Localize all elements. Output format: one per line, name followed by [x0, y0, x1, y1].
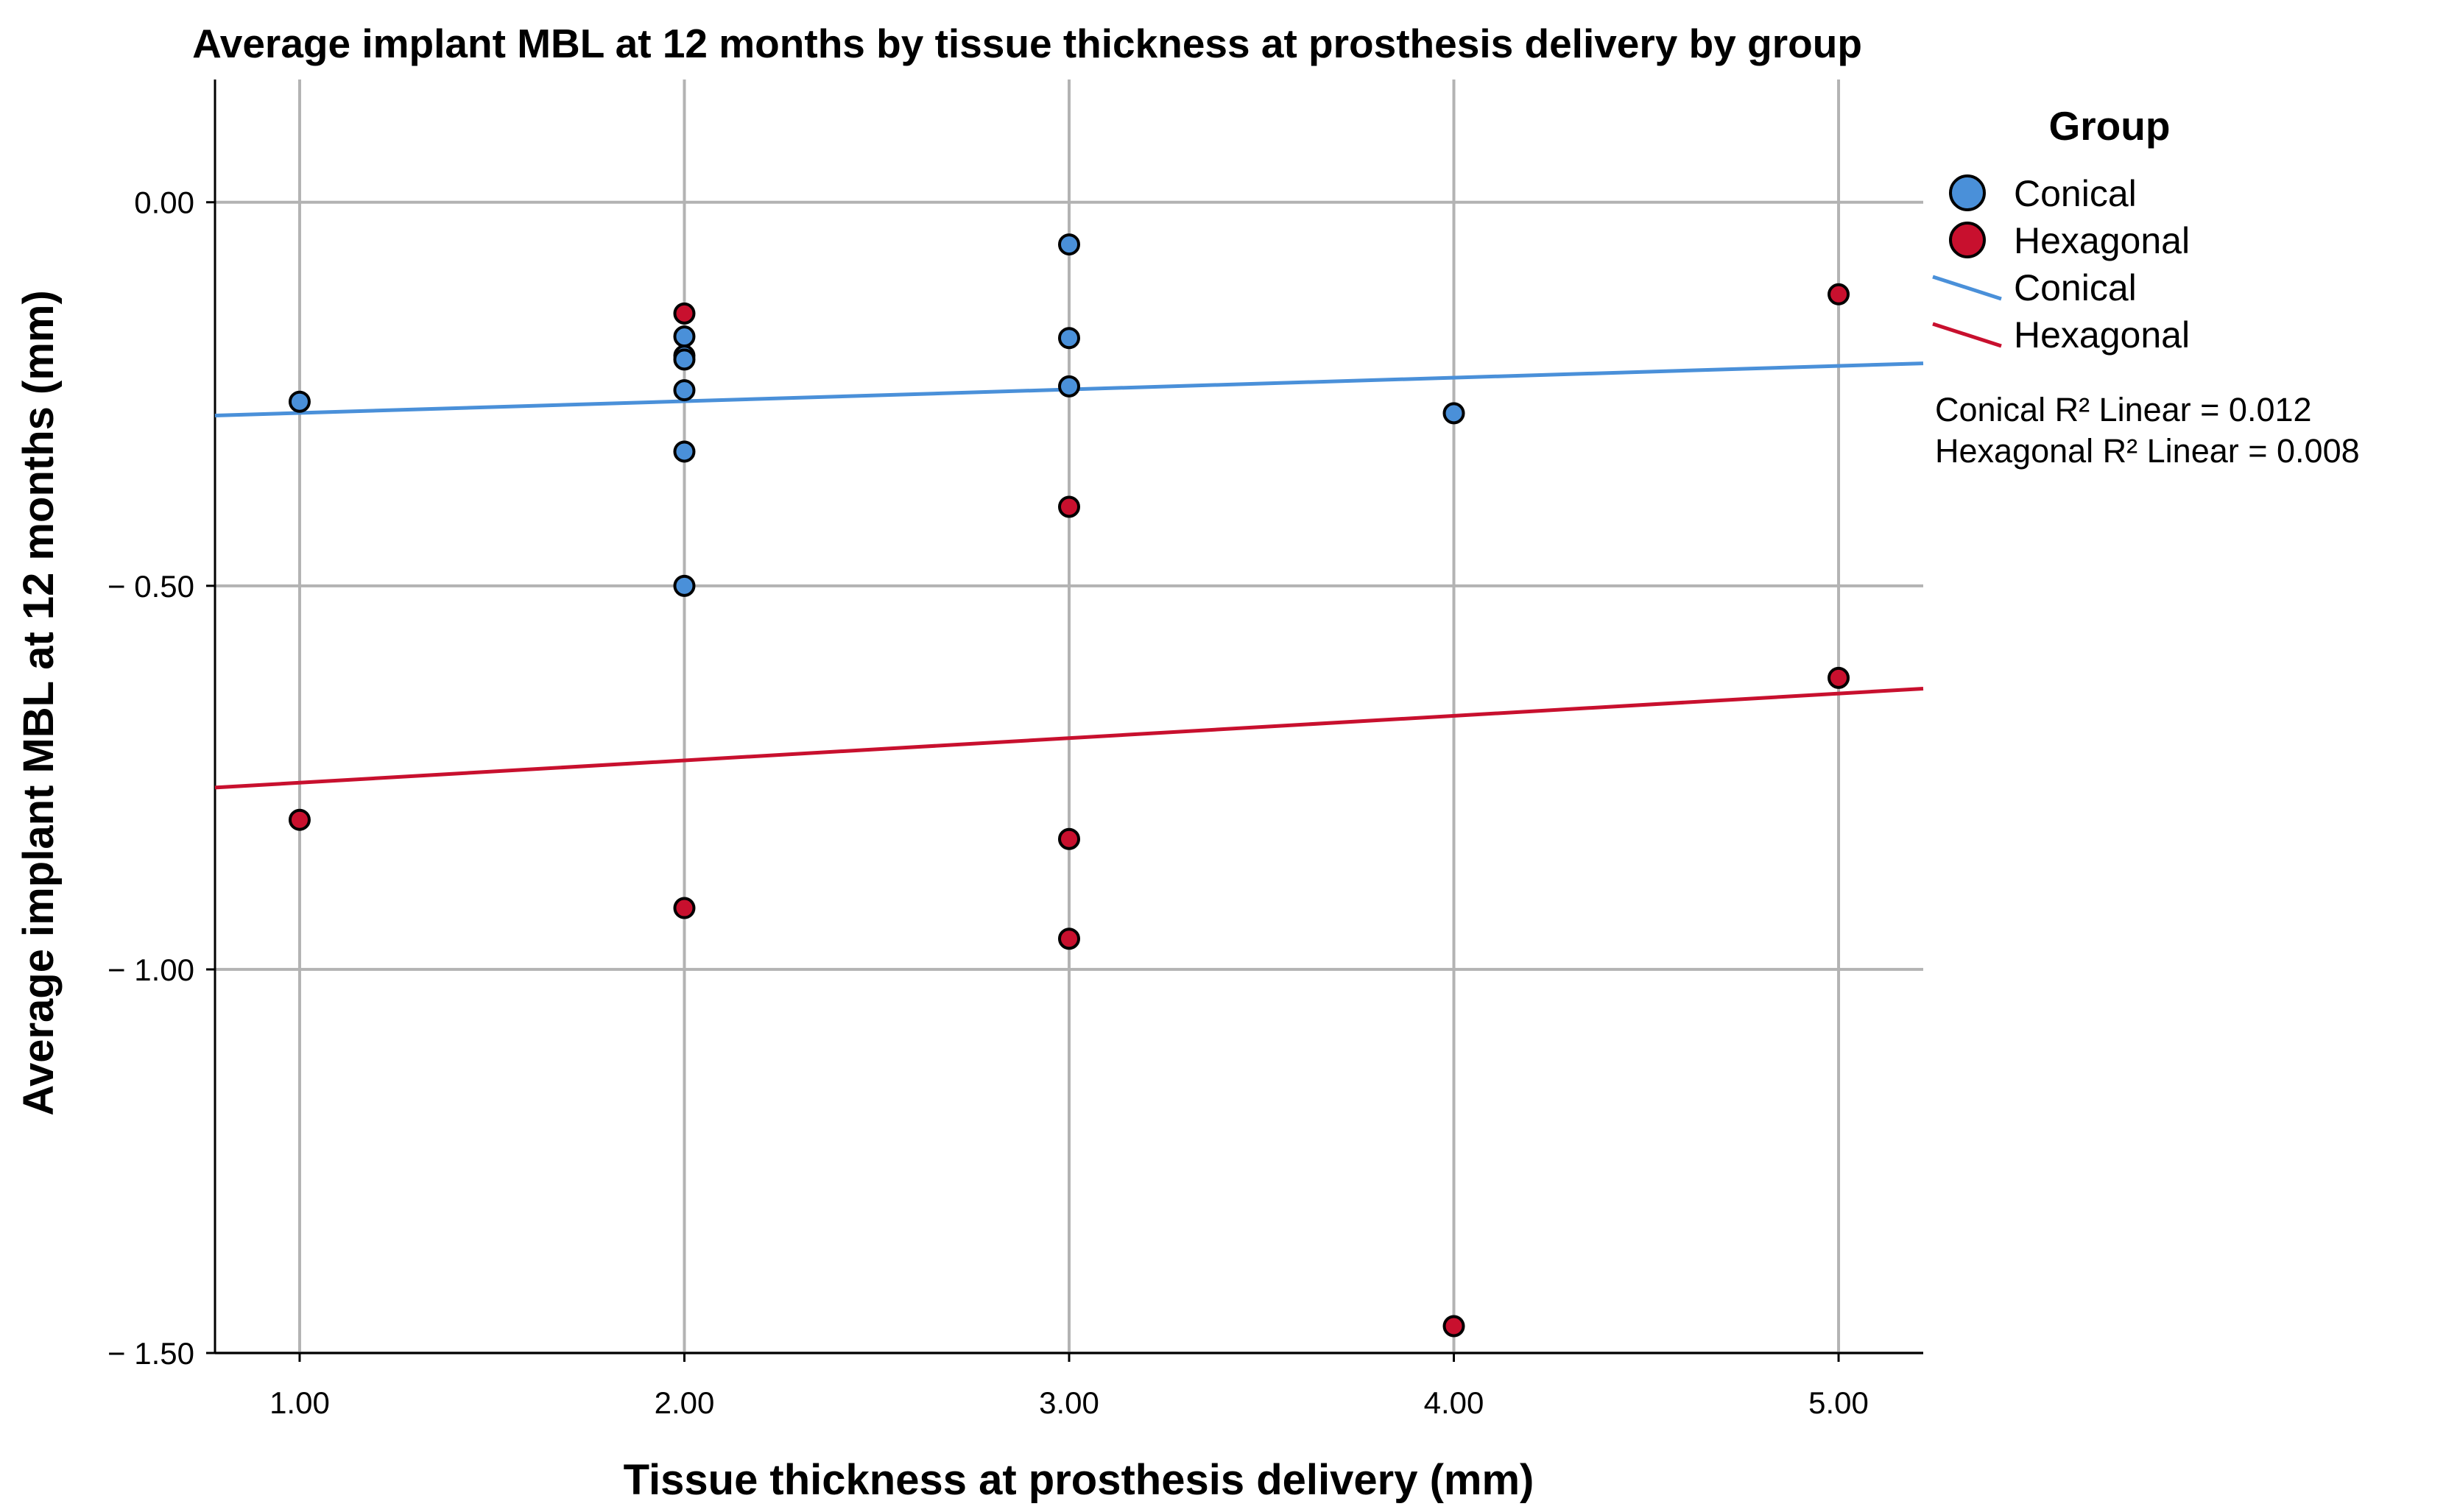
y-tick-label: 0.00: [134, 186, 194, 220]
x-axis-label: Tissue thickness at prosthesis delivery …: [624, 1456, 1534, 1504]
legend-label-conical-fit: Conical: [2014, 267, 2137, 308]
data-point-conical: [673, 574, 696, 597]
legend-line-conical: [1932, 275, 2002, 301]
legend-line-hexagonal: [1932, 322, 2002, 348]
data-point-conical: [673, 379, 696, 402]
data-point-hexagonal: [673, 897, 696, 919]
data-point-conical: [1442, 402, 1465, 425]
x-tick-label: 3.00: [1039, 1385, 1099, 1420]
data-point-conical: [673, 348, 696, 371]
chart-title: Average implant MBL at 12 months by tiss…: [192, 21, 1862, 66]
data-point-conical: [288, 390, 311, 413]
data-point-hexagonal: [288, 808, 311, 831]
data-point-hexagonal: [1828, 666, 1850, 689]
data-point-hexagonal: [673, 302, 696, 325]
legend-label-conical-points: Conical: [2014, 173, 2137, 214]
y-axis-label: Average implant MBL at 12 months (mm): [15, 290, 63, 1116]
data-point-hexagonal: [1058, 928, 1080, 950]
data-point-conical: [673, 325, 696, 348]
data-point-hexagonal: [1828, 283, 1850, 305]
data-point-hexagonal: [1058, 495, 1080, 518]
axes: [206, 80, 1923, 1362]
legend-label-hexagonal-fit: Hexagonal: [2014, 314, 2190, 356]
fit-line-hexagonal: [214, 686, 1924, 790]
data-point-conical: [1058, 327, 1080, 350]
grid-lines: [215, 80, 1923, 1354]
data-point-conical: [1058, 233, 1080, 256]
legend-marker-hexagonal: [1949, 222, 1986, 258]
y-tick-label: − 1.00: [108, 953, 194, 987]
tick-labels: 0.00 − 0.50 − 1.00 − 1.50 1.00 2.00 3.00 4.00 5.…: [108, 186, 1869, 1420]
r2-hexagonal-annotation: Hexagonal R² Linear = 0.008: [1935, 432, 2360, 470]
legend-label-hexagonal-points: Hexagonal: [2014, 220, 2190, 261]
legend: Group Conical Hexagonal Conical Hexagona…: [1932, 103, 2360, 470]
data-point-hexagonal: [1442, 1315, 1465, 1338]
x-tick-label: 1.00: [269, 1385, 330, 1420]
legend-title: Group: [2049, 103, 2171, 149]
data-point-hexagonal: [1058, 827, 1080, 850]
data-point-conical: [673, 440, 696, 463]
y-tick-label: − 0.50: [108, 569, 194, 604]
x-tick-label: 4.00: [1424, 1385, 1484, 1420]
y-tick-label: − 1.50: [108, 1336, 194, 1371]
legend-marker-conical: [1949, 174, 1986, 211]
x-tick-label: 5.00: [1808, 1385, 1869, 1420]
x-tick-label: 2.00: [655, 1385, 715, 1420]
data-points: [288, 233, 1850, 1338]
r2-conical-annotation: Conical R² Linear = 0.012: [1935, 391, 2312, 428]
data-point-conical: [1058, 375, 1080, 398]
